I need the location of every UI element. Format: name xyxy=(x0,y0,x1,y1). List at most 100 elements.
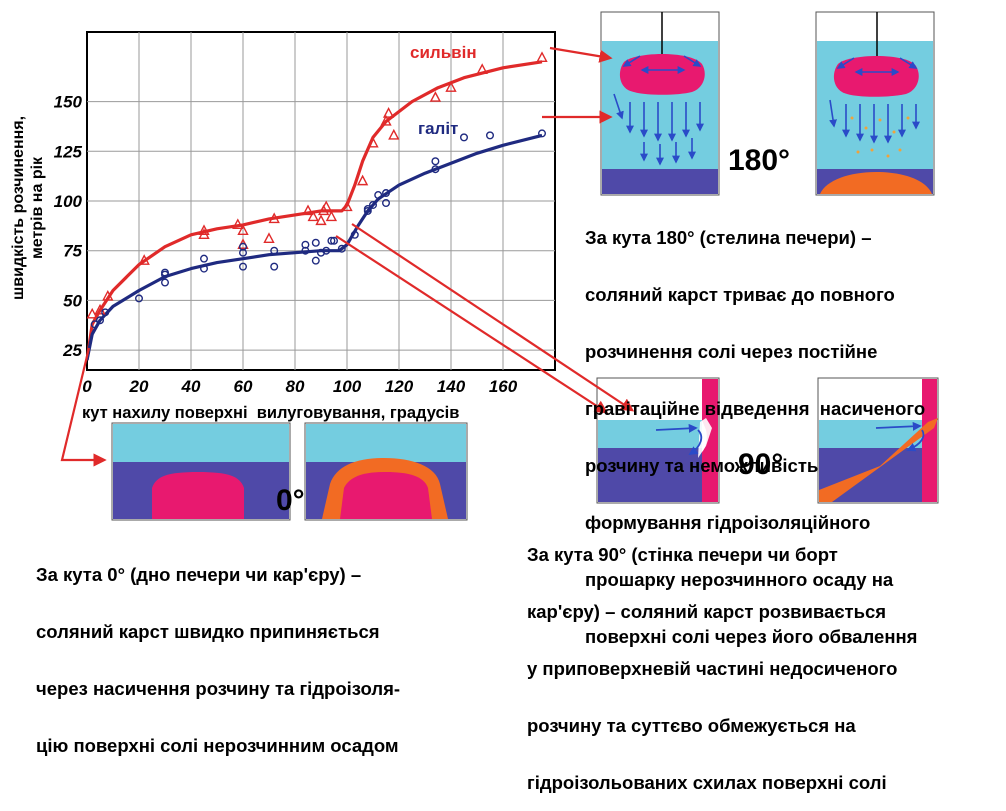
data-point-halite xyxy=(460,133,469,142)
dissolution-rate-chart: 25 50 75 100 125 150 0 20 40 60 80 100 120 140 160 си… xyxy=(10,31,556,422)
data-point-halite xyxy=(382,198,391,207)
data-point-sylvite xyxy=(268,212,280,224)
data-point-sylvite xyxy=(307,210,319,222)
data-point-halite xyxy=(374,191,383,200)
data-point-halite xyxy=(160,278,169,287)
data-point-halite xyxy=(160,270,169,279)
panel-0-left xyxy=(111,422,291,521)
data-point-halite xyxy=(270,262,279,271)
connector-arrows xyxy=(60,46,635,467)
x-tick-label: 60 xyxy=(234,377,253,396)
x-tick-label: 0 xyxy=(82,377,92,396)
data-point-halite xyxy=(317,248,326,257)
y-tick-label: 150 xyxy=(54,93,83,112)
data-point-halite xyxy=(199,264,208,273)
caption-180-line: соляний карст триває до повного xyxy=(585,284,895,305)
caption-180-line: розчину та неможливість xyxy=(585,455,819,476)
x-tick-label: 20 xyxy=(129,377,149,396)
caption-90-line: За кута 90° (стінка печери чи борт xyxy=(527,544,838,565)
x-tick-label: 80 xyxy=(286,377,305,396)
caption-90-line: розчину та суттєво обмежується на xyxy=(527,715,856,736)
data-point-halite xyxy=(238,262,247,271)
data-point-halite xyxy=(337,244,346,253)
y-tick-label: 125 xyxy=(54,142,83,161)
x-axis-label: кут нахилу поверхні вилуговування, граду… xyxy=(82,404,459,422)
data-point-halite xyxy=(90,320,99,329)
caption-180-line: За кута 180° (стелина печери) – xyxy=(585,227,872,248)
data-point-sylvite xyxy=(325,210,338,222)
data-point-halite xyxy=(538,129,547,138)
x-tick-labels: 0 20 40 60 80 100 120 140 160 xyxy=(82,377,517,396)
data-point-halite xyxy=(486,131,495,140)
caption-0-line: через насичення розчину та гідроізоля- xyxy=(36,678,401,699)
data-point-sylvite xyxy=(382,107,395,118)
data-point-sylvite xyxy=(315,214,327,226)
data-point-sylvite xyxy=(388,128,400,140)
y-tick-label: 50 xyxy=(63,291,82,310)
caption-90-line: гідроізольованих схилах поверхні солі xyxy=(527,772,887,793)
connector-halite-90 xyxy=(335,235,609,414)
data-point-sylvite xyxy=(356,174,369,186)
data-point-sylvite xyxy=(263,232,275,243)
data-point-halite xyxy=(134,294,143,303)
series-curve-1 xyxy=(85,133,543,361)
y-tick-label: 25 xyxy=(62,341,82,360)
data-point-sylvite xyxy=(536,51,548,63)
angle-label-0: 0° xyxy=(276,484,305,517)
data-point-sylvite xyxy=(476,63,488,74)
chart-grid xyxy=(87,32,555,370)
y-tick-label: 75 xyxy=(63,242,82,261)
series-label-sylvite: сильвін xyxy=(410,43,477,62)
data-point-sylvite xyxy=(367,136,379,148)
connector-sylvite-90 xyxy=(351,223,635,412)
x-tick-label: 40 xyxy=(181,377,201,396)
data-point-halite xyxy=(369,200,378,209)
data-point-sylvite xyxy=(302,204,314,216)
data-point-halite xyxy=(363,204,372,213)
data-point-halite xyxy=(330,236,339,245)
diagram-canvas: 25 50 75 100 125 150 0 20 40 60 80 100 120 140 160 си… xyxy=(10,11,939,521)
panel-90-right xyxy=(817,377,939,504)
panel-180-right xyxy=(815,11,935,196)
data-point-halite xyxy=(322,246,331,255)
connector-0 xyxy=(60,347,107,467)
data-point-halite xyxy=(101,308,110,317)
x-tick-label: 100 xyxy=(333,377,362,396)
angle-label-180: 180° xyxy=(728,144,790,177)
y-axis-label-line1: швидкість розчинення, xyxy=(10,116,27,300)
caption-90: За кута 90° (стінка печери чи борт кар'є… xyxy=(527,507,897,811)
data-point-sylvite xyxy=(94,303,106,315)
data-point-sylvite xyxy=(237,224,249,236)
series-label-halite: галіт xyxy=(418,119,458,138)
data-point-sylvite xyxy=(429,91,442,102)
data-point-sylvite xyxy=(198,224,210,236)
caption-180-line: прошарку нерозчинного осаду на xyxy=(585,569,894,590)
caption-180-line: гравітаційне відведення насиченого xyxy=(585,398,926,419)
data-point-halite xyxy=(327,236,336,245)
data-point-sylvite xyxy=(138,254,150,265)
data-point-halite xyxy=(238,242,247,251)
y-tick-label: 100 xyxy=(54,192,83,211)
data-point-sylvite xyxy=(102,289,114,301)
data-point-halite xyxy=(350,230,359,239)
data-point-halite xyxy=(270,246,279,255)
panel-0-right xyxy=(304,422,468,521)
data-point-sylvite xyxy=(445,81,457,92)
caption-0-line: соляний карст швидко припиняється xyxy=(36,621,380,642)
caption-0-line: цію поверхні солі нерозчинним осадом xyxy=(36,735,399,756)
caption-180-line: формування гідроізоляційного xyxy=(585,512,871,533)
data-point-sylvite xyxy=(320,200,332,212)
data-point-halite xyxy=(199,254,208,263)
data-point-halite xyxy=(431,157,440,166)
data-point-halite xyxy=(95,316,104,325)
panel-180-left xyxy=(600,11,720,196)
data-point-halite xyxy=(311,238,320,247)
data-point-halite xyxy=(431,165,440,174)
caption-180-line: розчинення солі через постійне xyxy=(585,341,878,362)
data-point-sylvite xyxy=(232,218,244,230)
caption-90-line: кар'єру) – соляний карст розвивається xyxy=(527,601,887,622)
x-tick-label: 120 xyxy=(385,377,414,396)
data-point-sylvite xyxy=(380,114,392,126)
data-point-halite xyxy=(382,189,391,198)
x-tick-label: 160 xyxy=(489,377,518,396)
